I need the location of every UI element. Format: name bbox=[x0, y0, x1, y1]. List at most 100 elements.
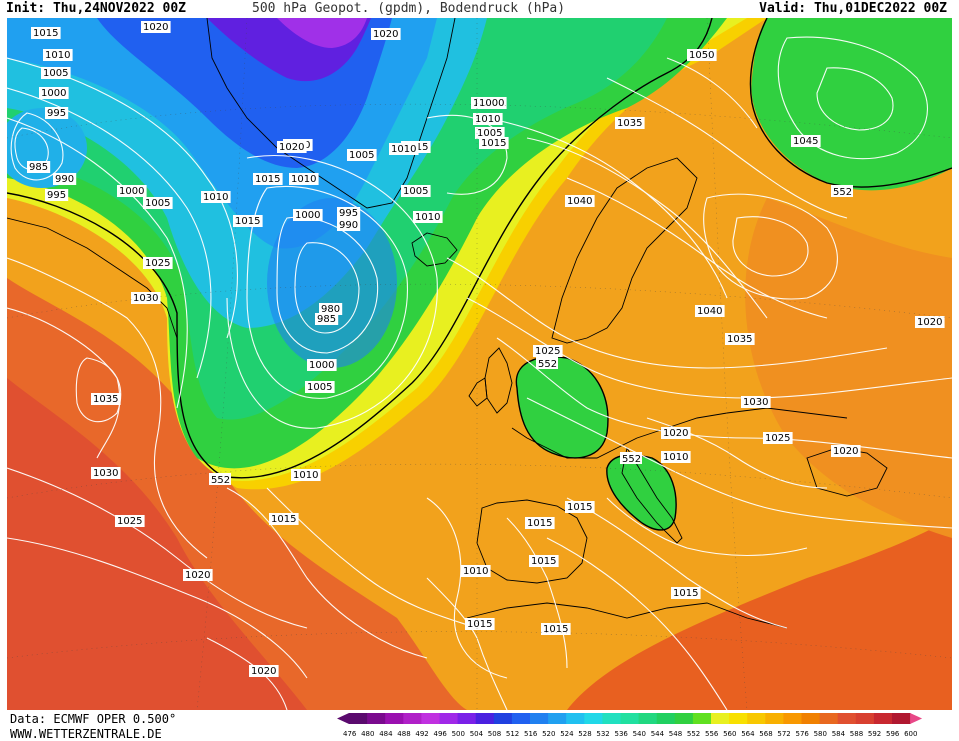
pressure-label: 1010 bbox=[415, 212, 440, 223]
pressure-label-bg bbox=[477, 97, 507, 109]
pressure-label: 1035 bbox=[617, 118, 642, 129]
pressure-label-bg bbox=[253, 173, 283, 185]
pressure-label-bg bbox=[249, 665, 279, 677]
pressure-label: 1015 bbox=[481, 138, 506, 149]
legend-tick-label: 596 bbox=[886, 730, 900, 738]
pressure-label: 1050 bbox=[689, 50, 714, 61]
pressure-label-bg bbox=[347, 149, 377, 161]
pressure-label-bg bbox=[143, 257, 173, 269]
pressure-label: 1030 bbox=[743, 397, 768, 408]
pressure-label-bg bbox=[791, 135, 821, 147]
legend-cell bbox=[873, 713, 893, 724]
legend-tick-label: 572 bbox=[777, 730, 790, 738]
legend-cell bbox=[511, 713, 531, 724]
pressure-label-bg bbox=[307, 359, 337, 371]
pressure-label-bg bbox=[315, 313, 339, 325]
pressure-label: 995 bbox=[47, 108, 66, 119]
pressure-label: 1025 bbox=[765, 433, 790, 444]
pressure-label-bg bbox=[695, 305, 725, 317]
pressure-label-bg bbox=[915, 316, 945, 328]
pressure-label: 1010 bbox=[475, 114, 500, 125]
pressure-label-bg bbox=[201, 191, 231, 203]
pressure-label: 1005 bbox=[43, 68, 68, 79]
pressure-label: 1005 bbox=[403, 186, 428, 197]
legend-tick-label: 584 bbox=[832, 730, 846, 738]
website-label: WWW.WETTERZENTRALE.DE bbox=[10, 727, 162, 741]
legend-tick-label: 580 bbox=[814, 730, 827, 738]
pressure-label-bg bbox=[39, 87, 69, 99]
pressure-label-bg bbox=[615, 117, 645, 129]
color-legend: 476 480 484 488 492 496 500 504 508 512 516 520 524 5… bbox=[337, 713, 923, 738]
pressure-label-bg bbox=[371, 28, 401, 40]
pressure-label: 1015 bbox=[673, 588, 698, 599]
legend-cell bbox=[692, 713, 712, 724]
pressure-label-bg bbox=[725, 333, 755, 345]
legend-cell bbox=[747, 713, 766, 724]
legend-cell bbox=[892, 713, 911, 724]
pressure-label: 1020 bbox=[185, 570, 210, 581]
pressure-label: 995 bbox=[339, 208, 358, 219]
pressure-label: 985 bbox=[317, 314, 336, 325]
pressure-label: 1015 bbox=[531, 556, 556, 567]
legend-tick-label: 552 bbox=[687, 730, 700, 738]
contour-552-labels: 552 552 552 552 bbox=[209, 185, 853, 486]
pressure-label: 1000 bbox=[309, 360, 334, 371]
pressure-label-bg bbox=[533, 345, 563, 357]
legend-tick-label: 528 bbox=[578, 730, 591, 738]
legend-cell bbox=[349, 713, 368, 724]
pressure-label-bg bbox=[141, 21, 171, 33]
pressure-label-bg bbox=[337, 219, 361, 231]
pressure-label: 1040 bbox=[697, 306, 722, 317]
graticule bbox=[7, 18, 952, 710]
legend-cell bbox=[475, 713, 495, 724]
pressure-label: 1010 bbox=[293, 470, 318, 481]
legend-cell bbox=[674, 713, 694, 724]
pressure-label: 1015 bbox=[271, 514, 296, 525]
legend-tick-label: 496 bbox=[434, 730, 448, 738]
legend-cell bbox=[403, 713, 422, 724]
pressure-label-bg bbox=[389, 143, 419, 155]
pressure-label-bg bbox=[671, 587, 701, 599]
pressure-label-bg bbox=[305, 381, 335, 393]
pressure-label: 1020 bbox=[917, 317, 942, 328]
pressure-label: 1000 bbox=[295, 210, 320, 221]
legend-cell bbox=[548, 713, 567, 724]
pressure-label-bg bbox=[45, 189, 69, 201]
coastlines bbox=[7, 18, 888, 629]
pressure-label-bg bbox=[45, 107, 69, 119]
legend-cell bbox=[566, 713, 585, 724]
pressure-label-bg bbox=[115, 515, 145, 527]
legend-tick-label: 512 bbox=[506, 730, 519, 738]
legend-cell bbox=[711, 713, 730, 724]
pressure-label: 1000 bbox=[41, 88, 66, 99]
legend-cell bbox=[385, 713, 404, 724]
pressure-label-bg bbox=[565, 501, 595, 513]
legend-tick-label: 500 bbox=[452, 730, 465, 738]
pressure-label-bg bbox=[277, 141, 307, 153]
field-west-low bbox=[7, 108, 87, 188]
contour-label-552: 552 bbox=[833, 187, 852, 198]
pressure-label-bg bbox=[541, 623, 571, 635]
pressure-label: 1020 bbox=[373, 29, 398, 40]
pressure-label-bg bbox=[479, 137, 509, 149]
pressure-label-bg bbox=[117, 185, 147, 197]
pressure-label-bg bbox=[43, 49, 73, 61]
legend-cell bbox=[801, 713, 821, 724]
legend-cell bbox=[638, 713, 658, 724]
legend-tick-label: 520 bbox=[542, 730, 555, 738]
legend-arrow-left bbox=[337, 713, 349, 724]
legend-tick-label: 544 bbox=[651, 730, 665, 738]
pressure-label-bg bbox=[53, 173, 77, 185]
legend-tick-label: 492 bbox=[415, 730, 428, 738]
contour-label-552: 552 bbox=[211, 475, 230, 486]
pressure-label-bg bbox=[41, 67, 71, 79]
header-bar: Init: Thu,24NOV2022 00Z 500 hPa Geopot. … bbox=[0, 0, 959, 18]
field-low-core bbox=[267, 198, 397, 368]
legend-tick-label: 564 bbox=[741, 730, 755, 738]
valid-time-label: Valid: Thu,01DEC2022 00Z bbox=[759, 1, 947, 16]
legend-tick-label: 568 bbox=[759, 730, 772, 738]
legend-tick-label: 484 bbox=[379, 730, 393, 738]
isobars bbox=[7, 36, 952, 710]
legend-cell bbox=[783, 713, 802, 724]
pressure-label-bg bbox=[337, 207, 361, 219]
